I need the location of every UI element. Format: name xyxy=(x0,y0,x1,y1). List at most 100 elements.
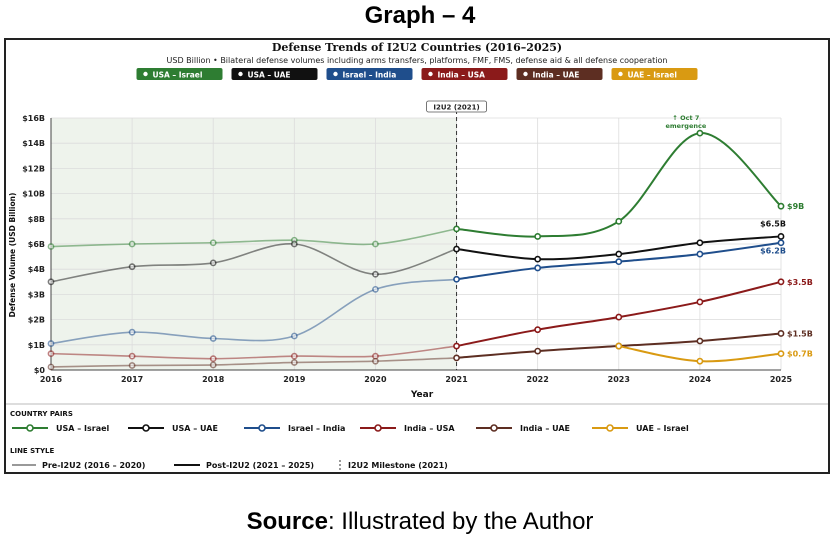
legend-pill-2 xyxy=(326,68,413,80)
data-point-2-3 xyxy=(290,332,298,340)
pair-legend-marker-4 xyxy=(490,424,498,432)
x-tick-label-0: 2016 xyxy=(40,375,63,384)
pair-legend-label-0: USA – Israel xyxy=(56,424,110,433)
chart-title: Defense Trends of I2U2 Countries (2016–2… xyxy=(272,41,562,54)
source-label: Source xyxy=(246,508,328,535)
end-label-0: $9B xyxy=(787,202,804,211)
annotation-line-1: ↑ Oct 7 xyxy=(672,114,699,122)
data-point-3-7 xyxy=(615,313,623,321)
data-point-2-0 xyxy=(47,340,55,347)
line-style-legend: Pre-I2U2 (2016 – 2020) Post-I2U2 (2021 – … xyxy=(12,460,448,470)
data-point-5-9 xyxy=(777,350,785,358)
y-tick-label-3: $3B xyxy=(28,290,45,299)
milestone-marker: I2U2 (2021) xyxy=(426,100,487,370)
annotation-line-2: emergence xyxy=(666,122,707,130)
x-axis-ticks: 2016 2017 2018 2019 2020 2021 2022 2023 2024 2025 xyxy=(40,375,793,384)
data-point-0-1 xyxy=(128,240,136,248)
end-label-2: $6.2B xyxy=(760,247,786,256)
x-tick-label-5: 2021 xyxy=(445,375,468,384)
series-pre-line-2 xyxy=(50,278,457,345)
style-legend-label-milestone: I2U2 Milestone (2021) xyxy=(348,461,448,470)
data-point-4-0 xyxy=(47,363,55,371)
pair-legend-marker-2 xyxy=(258,424,266,432)
data-point-3-0 xyxy=(47,350,55,358)
chart-frame: Defense Trends of I2U2 Countries (2016–2… xyxy=(4,38,830,474)
source-caption: Source: Illustrated by the Author xyxy=(0,508,840,536)
data-point-0-9 xyxy=(777,202,785,210)
chart-svg: Defense Trends of I2U2 Countries (2016–2… xyxy=(6,41,828,470)
x-tick-label-1: 2017 xyxy=(121,375,143,384)
style-legend-label-post: Post-I2U2 (2021 – 2025) xyxy=(206,461,314,470)
data-point-4-4 xyxy=(372,357,379,365)
data-point-2-9 xyxy=(777,239,785,247)
series-pre-line-4 xyxy=(50,357,457,368)
series-pre-line-1 xyxy=(50,243,457,283)
y-tick-label-5: $6B xyxy=(28,240,45,249)
legend-pill-label-0: USA – Israel xyxy=(153,71,203,80)
legend-pill-4 xyxy=(516,68,603,80)
pair-legend-label-2: Israel – India xyxy=(288,424,345,433)
legend-pill-dot-4 xyxy=(523,71,528,77)
legend-pill-dot-3 xyxy=(428,71,433,77)
data-point-2-5 xyxy=(453,275,460,283)
legend-pill-label-4: India – UAE xyxy=(533,71,580,80)
data-point-0-5 xyxy=(453,225,460,233)
data-point-1-4 xyxy=(372,270,379,278)
data-point-1-7 xyxy=(615,250,623,258)
y-tick-label-0: $0 xyxy=(34,366,46,375)
graph-heading: Graph – 4 xyxy=(364,2,476,29)
pair-legend-label-5: UAE – Israel xyxy=(636,424,689,433)
data-point-1-2 xyxy=(209,259,217,267)
data-point-3-5 xyxy=(453,342,460,350)
data-point-2-8 xyxy=(696,250,704,258)
data-point-0-4 xyxy=(372,240,379,248)
source-text: : Illustrated by the Author xyxy=(327,508,594,535)
data-point-5-7 xyxy=(615,342,623,350)
y-tick-label-8: $12B xyxy=(22,164,45,173)
y-tick-label-9: $14B xyxy=(22,139,45,148)
data-point-3-9 xyxy=(777,278,785,286)
end-label-1: $6.5B xyxy=(760,219,786,228)
data-point-0-8 xyxy=(696,129,704,137)
legend-pill-dot-2 xyxy=(333,71,338,77)
data-point-0-2 xyxy=(209,239,217,247)
data-point-1-9 xyxy=(777,233,785,240)
legend-pill-label-2: Israel – India xyxy=(343,71,397,80)
milestone-label-box xyxy=(426,100,487,113)
x-tick-label-3: 2019 xyxy=(283,375,306,384)
data-point-4-9 xyxy=(777,330,785,337)
style-legend-label-pre: Pre-I2U2 (2016 – 2020) xyxy=(42,461,145,470)
y-tick-label-4: $4B xyxy=(28,265,45,274)
y-tick-label-10: $16B xyxy=(22,114,45,123)
pair-legend-label-1: USA – UAE xyxy=(172,424,218,433)
legend-pill-5 xyxy=(611,68,698,80)
x-tick-label-6: 2022 xyxy=(527,375,549,384)
data-point-4-6 xyxy=(534,347,542,355)
x-tick-label-4: 2020 xyxy=(364,375,387,384)
data-point-0-0 xyxy=(47,243,55,250)
data-point-4-8 xyxy=(696,337,704,345)
series-pre-line-0 xyxy=(50,228,457,248)
y-axis-ticks: $0 $1B $2B $3B $4B $6B $8B $10B $12B $14B $16B xyxy=(22,114,45,375)
y-tick-label-6: $8B xyxy=(28,215,45,224)
data-point-3-2 xyxy=(209,355,217,363)
y-tick-label-1: $1B xyxy=(28,341,45,350)
data-point-4-2 xyxy=(209,361,217,369)
data-point-1-5 xyxy=(453,245,460,253)
legend-pill-dot-0 xyxy=(143,71,148,77)
data-point-1-0 xyxy=(47,278,55,286)
data-point-3-1 xyxy=(128,352,136,360)
data-point-2-1 xyxy=(128,328,136,336)
data-point-2-7 xyxy=(615,258,623,266)
series-pre-line-3 xyxy=(50,345,457,360)
data-point-3-3 xyxy=(290,352,298,360)
series-post-line-0 xyxy=(456,132,782,238)
milestone-label: I2U2 (2021) xyxy=(433,104,479,112)
data-point-2-6 xyxy=(534,264,542,272)
series-lines xyxy=(47,129,785,371)
end-label-4: $1.5B xyxy=(787,329,813,338)
legend-pill-dot-1 xyxy=(238,71,243,77)
pair-legend-label-4: India – UAE xyxy=(520,424,570,433)
data-point-1-8 xyxy=(696,239,704,247)
legend-pill-0 xyxy=(136,68,223,80)
